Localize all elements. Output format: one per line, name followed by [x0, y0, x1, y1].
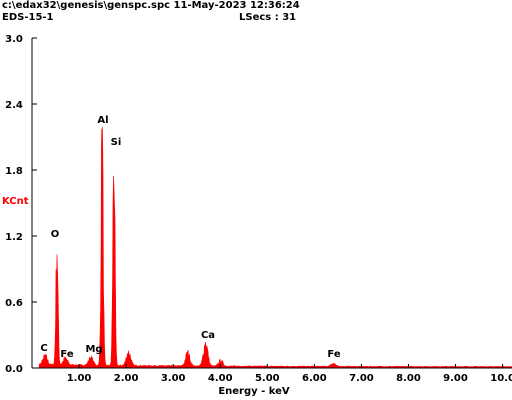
sample-name: EDS-15-1: [2, 12, 54, 23]
peak-label: C: [40, 343, 47, 354]
x-tick-label: 1.00: [67, 373, 92, 384]
y-tick-label: 1.2: [5, 232, 23, 243]
x-axis-label: Energy - keV: [218, 386, 290, 397]
peak-label: O: [51, 229, 60, 240]
peak-label: Al: [97, 115, 108, 126]
y-tick-label: 2.4: [5, 100, 23, 111]
x-tick-label: 10.0: [490, 373, 512, 384]
spectrum-layer: [32, 126, 512, 369]
y-tick-label: 3.0: [5, 34, 23, 45]
x-tick-label: 5.00: [255, 373, 280, 384]
peak-label: Si: [111, 137, 122, 148]
x-tick-label: 3.00: [161, 373, 186, 384]
peak-label: Fe: [60, 349, 73, 360]
peak-label: Mg: [85, 344, 102, 355]
x-tick-label: 6.00: [302, 373, 327, 384]
file-path-header: c:\edax32\genesis\genspc.spc 11-May-2023…: [2, 0, 300, 11]
x-tick-label: 7.00: [349, 373, 374, 384]
x-tick-label: 4.00: [208, 373, 233, 384]
axes-layer: 0.0 0.6 1.2 1.8 2.4 3.0 1.00 2.00 3.00 4.00 5.00 6.…: [5, 34, 512, 384]
x-tick-label: 2.00: [114, 373, 139, 384]
live-seconds: LSecs : 31: [239, 12, 297, 23]
peak-label: Ca: [201, 330, 215, 341]
x-tick-label: 8.00: [396, 373, 421, 384]
spectrum-series: [32, 126, 512, 369]
y-tick-label: 0.0: [5, 364, 23, 375]
y-tick-label: 0.6: [5, 298, 23, 309]
peak-label: Fe: [327, 349, 340, 360]
x-tick-label: 9.00: [443, 373, 468, 384]
y-axis-label: KCnt: [2, 196, 29, 207]
y-tick-label: 1.8: [5, 166, 23, 177]
